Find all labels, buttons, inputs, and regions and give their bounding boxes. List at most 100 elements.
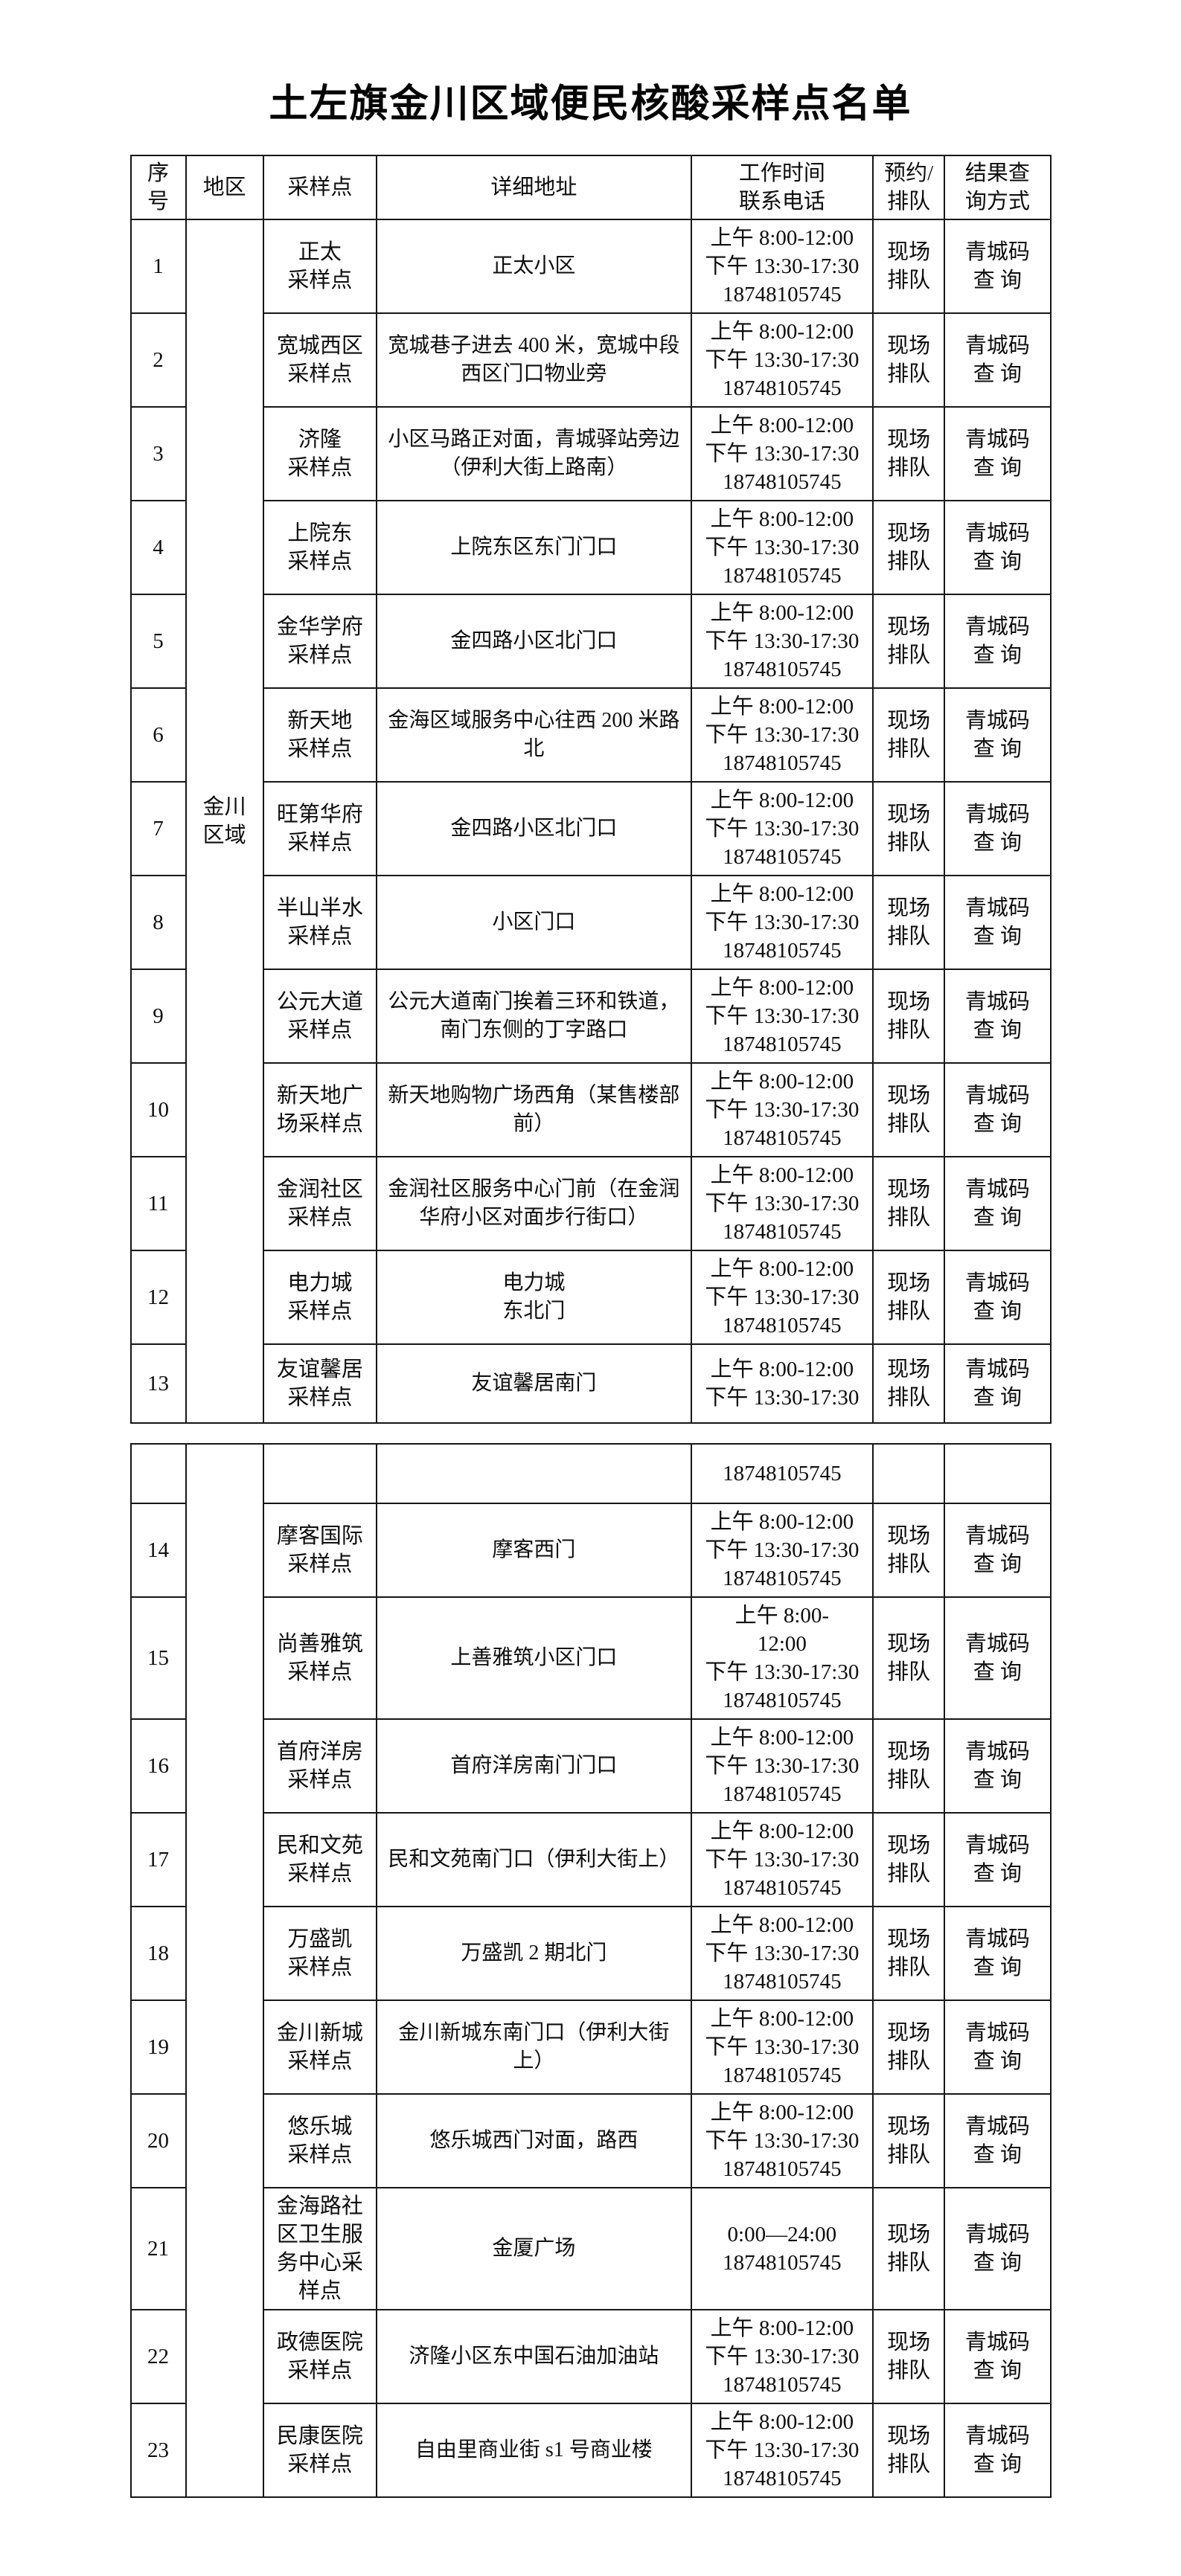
time-cell: 上午 8:00-12:00 下午 13:30-17:30 18748105745: [690, 1503, 874, 1598]
site-cell: 半山半水 采样点: [262, 875, 378, 970]
serial-cell: 18: [129, 1906, 187, 2001]
queue-cell: 现场 排队: [872, 1156, 946, 1251]
table-row: 4 上院东 采样点 上院东区东门门口 上午 8:00-12:00 下午 13:30-1…: [129, 500, 1052, 595]
address-cell: 上善雅筑小区门口: [376, 1596, 692, 1720]
queue-cell: 现场 排队: [872, 1906, 946, 2001]
site-cell: 宽城西区 采样点: [262, 312, 378, 408]
result-cell: 青城码 查 询: [944, 1906, 1052, 2001]
time-cell: 上午 8:00-12:00 下午 13:30-17:30 18748105745: [690, 781, 874, 876]
site-cell: 首府洋房 采样点: [262, 1718, 378, 1814]
queue-cell: [872, 1443, 946, 1504]
serial-cell: 3: [129, 406, 187, 501]
serial-cell: 21: [129, 2187, 187, 2310]
time-cell: 上午 8:00-12:00 下午 13:30-17:30 18748105745: [690, 406, 874, 501]
table-row: 1 金川 区域 正太 采样点 正太小区 上午 8:00-12:00 下午 13:30-1…: [129, 219, 1052, 1424]
time-cell: 上午 8:00-12:00 下午 13:30-17:30 18748105745: [690, 1062, 874, 1157]
time-cell: 上午 8:00-12:00 下午 13:30-17:30 18748105745: [690, 2093, 874, 2188]
address-cell: 新天地购物广场西角（某售楼部 前）: [376, 1062, 692, 1157]
table-row: 11 金润社区 采样点 金润社区服务中心门前（在金润 华府小区对面步行街口） 上午 8…: [129, 1156, 1052, 1251]
result-cell: 青城码 查 询: [944, 2403, 1052, 2498]
time-cell: 上午 8:00-12:00 下午 13:30-17:30 18748105745: [690, 1906, 874, 2001]
col-header-serial: 序 号: [129, 155, 187, 220]
queue-cell: 现场 排队: [872, 1250, 946, 1345]
time-cell: 上午 8:00-12:00 下午 13:30-17:30 18748105745: [690, 1156, 874, 1251]
time-cell: 上午 8:00-12:00 下午 13:30-17:30 18748105745: [690, 2403, 874, 2498]
table-body-section-1: 1 金川 区域 正太 采样点 正太小区 上午 8:00-12:00 下午 13:30-1…: [129, 219, 1052, 1424]
col-header-time: 工作时间 联系电话: [690, 155, 874, 220]
queue-cell: 现场 排队: [872, 969, 946, 1064]
site-cell: 旺第华府 采样点: [262, 781, 378, 876]
time-cell: 上午 8:00-12:00 下午 13:30-17:30 18748105745: [690, 969, 874, 1064]
table-row: 9 公元大道 采样点 公元大道南门挨着三环和铁道， 南门东侧的丁字路口 上午 8:00…: [129, 969, 1052, 1064]
table-row: 14 摩客国际 采样点 摩客西门 上午 8:00-12:00 下午 13:30-17:…: [129, 1503, 1052, 1598]
site-cell: 金海路社 区卫生服 务中心采 样点: [262, 2187, 378, 2310]
site-cell: 民和文苑 采样点: [262, 1812, 378, 1907]
site-cell: 济隆 采样点: [262, 406, 378, 501]
time-cell: 上午 8:00-12:00 下午 13:30-17:30 18748105745: [690, 500, 874, 595]
queue-cell: 现场 排队: [872, 2000, 946, 2095]
sampling-table-section-2: 18748105745 14 摩客国际 采样点 摩客西门 上午 8:00-12:00 下…: [129, 1443, 1052, 2498]
serial-cell: 5: [129, 594, 187, 689]
serial-cell: 14: [129, 1503, 187, 1598]
col-header-region: 地区: [185, 155, 264, 220]
serial-cell: 4: [129, 500, 187, 595]
address-cell: 摩客西门: [376, 1503, 692, 1598]
time-cell: 上午 8:00-12:00 下午 13:30-17:30: [690, 1343, 874, 1424]
result-cell: 青城码 查 询: [944, 2000, 1052, 2095]
time-cell: 18748105745: [690, 1443, 874, 1504]
queue-cell: 现场 排队: [872, 687, 946, 783]
table-row: 21 金海路社 区卫生服 务中心采 样点 金厦广场 0:00—24:00 187481…: [129, 2187, 1052, 2310]
site-cell: 正太 采样点: [262, 219, 378, 314]
queue-cell: 现场 排队: [872, 1062, 946, 1157]
serial-cell: 11: [129, 1156, 187, 1251]
site-cell: 摩客国际 采样点: [262, 1503, 378, 1598]
result-cell: 青城码 查 询: [944, 500, 1052, 595]
result-cell: 青城码 查 询: [944, 875, 1052, 970]
address-cell: 金川新城东南门口（伊利大街 上）: [376, 2000, 692, 2095]
time-cell: 上午 8:00- 12:00 下午 13:30-17:30 1874810574…: [690, 1596, 874, 1720]
result-cell: 青城码 查 询: [944, 1812, 1052, 1907]
table-header: 序 号 地区 采样点 详细地址 工作时间 联系电话 预约/ 排队 结果查 询方式: [129, 155, 1052, 220]
document-page: 土左旗金川区域便民核酸采样点名单 序 号 地区 采样点 详细地址 工作时间 联系…: [129, 83, 1052, 2498]
result-cell: 青城码 查 询: [944, 2187, 1052, 2310]
time-cell: 上午 8:00-12:00 下午 13:30-17:30 18748105745: [690, 1718, 874, 1814]
queue-cell: 现场 排队: [872, 1718, 946, 1814]
result-cell: 青城码 查 询: [944, 219, 1052, 314]
serial-cell: 6: [129, 687, 187, 783]
col-header-result: 结果查 询方式: [944, 155, 1052, 220]
serial-cell: 12: [129, 1250, 187, 1345]
serial-cell: 17: [129, 1812, 187, 1907]
time-cell: 上午 8:00-12:00 下午 13:30-17:30 18748105745: [690, 219, 874, 314]
site-cell: 民康医院 采样点: [262, 2403, 378, 2498]
result-cell: 青城码 查 询: [944, 2309, 1052, 2404]
serial-cell: 7: [129, 781, 187, 876]
serial-cell: 16: [129, 1718, 187, 1814]
result-cell: 青城码 查 询: [944, 1718, 1052, 1814]
serial-cell: 15: [129, 1596, 187, 1720]
time-cell: 上午 8:00-12:00 下午 13:30-17:30 18748105745: [690, 1250, 874, 1345]
table-row: 2 宽城西区 采样点 宽城巷子进去 400 米，宽城中段 西区门口物业旁 上午 8:0…: [129, 312, 1052, 408]
col-header-address: 详细地址: [376, 155, 692, 220]
table-row: 18 万盛凯 采样点 万盛凯 2 期北门 上午 8:00-12:00 下午 13:30…: [129, 1906, 1052, 2001]
queue-cell: 现场 排队: [872, 2187, 946, 2310]
table-row: 13 友谊馨居 采样点 友谊馨居南门 上午 8:00-12:00 下午 13:30-1…: [129, 1343, 1052, 1424]
sampling-table-section-1: 序 号 地区 采样点 详细地址 工作时间 联系电话 预约/ 排队 结果查 询方式…: [129, 155, 1052, 1424]
queue-cell: 现场 排队: [872, 1503, 946, 1598]
serial-cell: 8: [129, 875, 187, 970]
result-cell: 青城码 查 询: [944, 312, 1052, 408]
table-row: 23 民康医院 采样点 自由里商业街 s1 号商业楼 上午 8:00-12:00 下午…: [129, 2403, 1052, 2498]
queue-cell: 现场 排队: [872, 1343, 946, 1424]
queue-cell: 现场 排队: [872, 2309, 946, 2404]
queue-cell: 现场 排队: [872, 500, 946, 595]
address-cell: 自由里商业街 s1 号商业楼: [376, 2403, 692, 2498]
table-row: 18748105745: [129, 1443, 1052, 2498]
address-cell: 上院东区东门门口: [376, 500, 692, 595]
time-cell: 上午 8:00-12:00 下午 13:30-17:30 18748105745: [690, 687, 874, 783]
site-cell: 政德医院 采样点: [262, 2309, 378, 2404]
address-cell: 正太小区: [376, 219, 692, 314]
serial-cell: 9: [129, 969, 187, 1064]
queue-cell: 现场 排队: [872, 2093, 946, 2188]
site-cell: [262, 1443, 378, 1504]
address-cell: 金厦广场: [376, 2187, 692, 2310]
address-cell: 金四路小区北门口: [376, 594, 692, 689]
